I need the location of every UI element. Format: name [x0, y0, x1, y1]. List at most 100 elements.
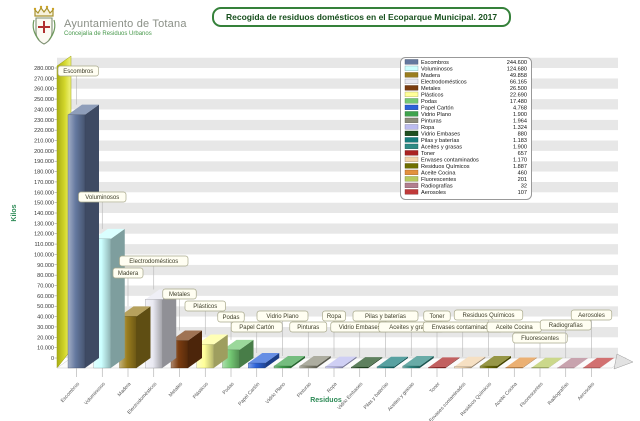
legend-label: Podas — [421, 99, 437, 105]
bar-callout-residuos-quimicos: Residuos Químicos — [453, 309, 524, 321]
legend-row-radiografias: Radiografías 32 — [404, 182, 527, 190]
svg-text:Aerosoles: Aerosoles — [578, 313, 605, 319]
legend-label: Pinturas — [421, 119, 442, 125]
svg-text:Podas: Podas — [222, 315, 239, 321]
y-tick-label: 140.000 — [34, 211, 54, 217]
y-tick-label: 60.000 — [37, 294, 54, 300]
legend-label: Electrodomésticos — [421, 80, 467, 86]
x-tick-label: Metales — [168, 381, 185, 398]
svg-text:Aceites y grasas: Aceites y grasas — [389, 325, 433, 331]
svg-text:Residuos Químicos: Residuos Químicos — [462, 313, 514, 319]
y-tick-label: 230.000 — [34, 118, 54, 124]
x-tick-label: Vidrio Plano — [265, 381, 288, 405]
legend-row-podas: Podas 17.480 — [404, 98, 527, 105]
legend-value: 1.183 — [513, 138, 527, 144]
legend-label: Residuos Químicos — [421, 164, 470, 170]
chart-title: Recogida de residuos domésticos en el Ec… — [212, 7, 512, 27]
svg-text:Vidrio Embases: Vidrio Embases — [339, 325, 381, 331]
legend-row-toner: Toner 657 — [404, 150, 527, 157]
bar-envases-contaminados — [454, 356, 486, 369]
svg-text:Ropa: Ropa — [327, 314, 342, 320]
legend-row-envases-contaminados: Envases contaminados 1.170 — [404, 156, 527, 164]
y-tick-label: 40.000 — [37, 315, 54, 321]
x-axis: Escombros Voluminosos MaderaElectrodomésti… — [60, 368, 596, 421]
bar-vidrio-plano — [273, 356, 305, 369]
legend-value: 1.887 — [513, 164, 527, 170]
legend-value: 880 — [518, 132, 527, 138]
bar-pinturas — [299, 355, 331, 369]
legend-row-vidrio-plano: Vidrio Plano 1.900 — [404, 111, 527, 118]
bar-callout-madera: Madera — [112, 267, 144, 279]
x-tick-label: Aceite Cocina — [494, 381, 519, 408]
bar-callout-vidrio-plano: Vidrio Plano — [256, 310, 309, 322]
legend-label: Ropa — [421, 125, 435, 131]
legend-label: Plásticos — [421, 93, 444, 99]
y-tick-label: 20.000 — [37, 335, 54, 341]
svg-text:Envases contaminados: Envases contaminados — [432, 325, 494, 331]
legend-label: Radiografías — [421, 184, 453, 190]
svg-text:Fluorescentes: Fluorescentes — [521, 336, 559, 342]
bar-callout-pinturas: Pinturas — [289, 321, 328, 333]
y-axis-title: Kilos — [11, 204, 18, 221]
bar-callout-vidrio-embases: Vidrio Embases — [330, 321, 390, 333]
legend-value: 1.170 — [513, 158, 527, 164]
bar-callout-toner: Toner — [423, 310, 451, 322]
legend-label: Vidrio Embases — [421, 132, 460, 138]
legend-row-voluminosos: Voluminosos 124.680 — [404, 65, 527, 73]
legend-row-electrodomesticos: Electrodomésticos 66.165 — [404, 78, 527, 86]
svg-text:Electrodomésticos: Electrodomésticos — [129, 259, 178, 265]
y-axis: 0 10.000 20.000 30.000 40.000 50.000 60.000 70.… — [11, 66, 57, 362]
y-tick-label: 250.000 — [34, 97, 54, 103]
legend-value: 201 — [518, 177, 527, 183]
y-tick-label: 90.000 — [37, 263, 54, 269]
legend-value: 49.858 — [510, 73, 527, 79]
y-tick-label: 130.000 — [34, 221, 54, 227]
legend-row-plasticos: Plásticos 22.690 — [404, 91, 527, 99]
bar-callout-fluorescentes: Fluorescentes — [512, 332, 568, 344]
y-tick-label: 220.000 — [34, 128, 54, 134]
dept-name: Concejalía de Residuos Urbanos — [64, 31, 152, 37]
x-tick-label: Madera — [117, 381, 133, 398]
svg-text:Papel Cartón: Papel Cartón — [239, 325, 274, 331]
svg-text:Vidrio Plano: Vidrio Plano — [266, 314, 299, 320]
legend-row-vidrio-embases: Vidrio Embases 880 — [404, 130, 527, 138]
legend-label: Pilas y baterías — [421, 138, 459, 144]
legend-row-pilas-y-baterias: Pilas y baterías 1.183 — [404, 137, 527, 144]
bar-vidrio-embases — [351, 357, 383, 369]
y-tick-label: 210.000 — [34, 139, 54, 145]
totana-crest-logo — [32, 5, 56, 45]
y-tick-label: 110.000 — [35, 242, 54, 248]
bar-toner — [428, 357, 460, 369]
legend-value: 460 — [518, 171, 527, 177]
x-tick-label: Fluorescentes — [519, 381, 545, 409]
legend-value: 1.324 — [513, 125, 527, 131]
x-tick-label: Escombros — [60, 381, 82, 404]
legend-row-pinturas: Pinturas 1.964 — [404, 117, 527, 125]
bar-escombros — [67, 104, 99, 369]
legend-value: 657 — [518, 151, 527, 157]
x-tick-label: Papel Cartón — [237, 381, 261, 407]
y-tick-label: 30.000 — [37, 325, 54, 331]
bar-callout-radiografias: Radiografías — [539, 319, 592, 331]
bar-fluorescentes — [531, 357, 563, 369]
y-tick-label: 180.000 — [34, 170, 54, 176]
bar-callout-papel-carton: Papel Cartón — [230, 321, 283, 333]
x-tick-label: Voluminosos — [83, 381, 107, 406]
legend-value: 244.600 — [507, 60, 527, 66]
bar-callout-plasticos: Plásticos — [184, 300, 226, 312]
bar-callout-escombros: Escombros — [57, 65, 99, 77]
x-tick-label: Pilas y baterías — [363, 381, 391, 411]
legend-row-aceites-y-grasas: Aceites y grasas 1.900 — [404, 143, 527, 151]
legend-row-escombros: Escombros 244.600 — [404, 59, 527, 66]
legend-label: Envases contaminados — [421, 158, 479, 164]
bar-callout-envases-contaminados: Envases contaminados — [422, 321, 503, 333]
y-tick-label: 170.000 — [34, 180, 54, 186]
y-tick-label: 70.000 — [37, 284, 54, 290]
header: Ayuntamiento de Totana Concejalía de Res… — [30, 4, 187, 46]
legend-label: Toner — [421, 151, 435, 157]
x-tick-label: Radiografías — [547, 381, 571, 406]
y-tick-label: 240.000 — [34, 107, 54, 113]
x-tick-label: Aceites y grasas — [387, 381, 416, 413]
